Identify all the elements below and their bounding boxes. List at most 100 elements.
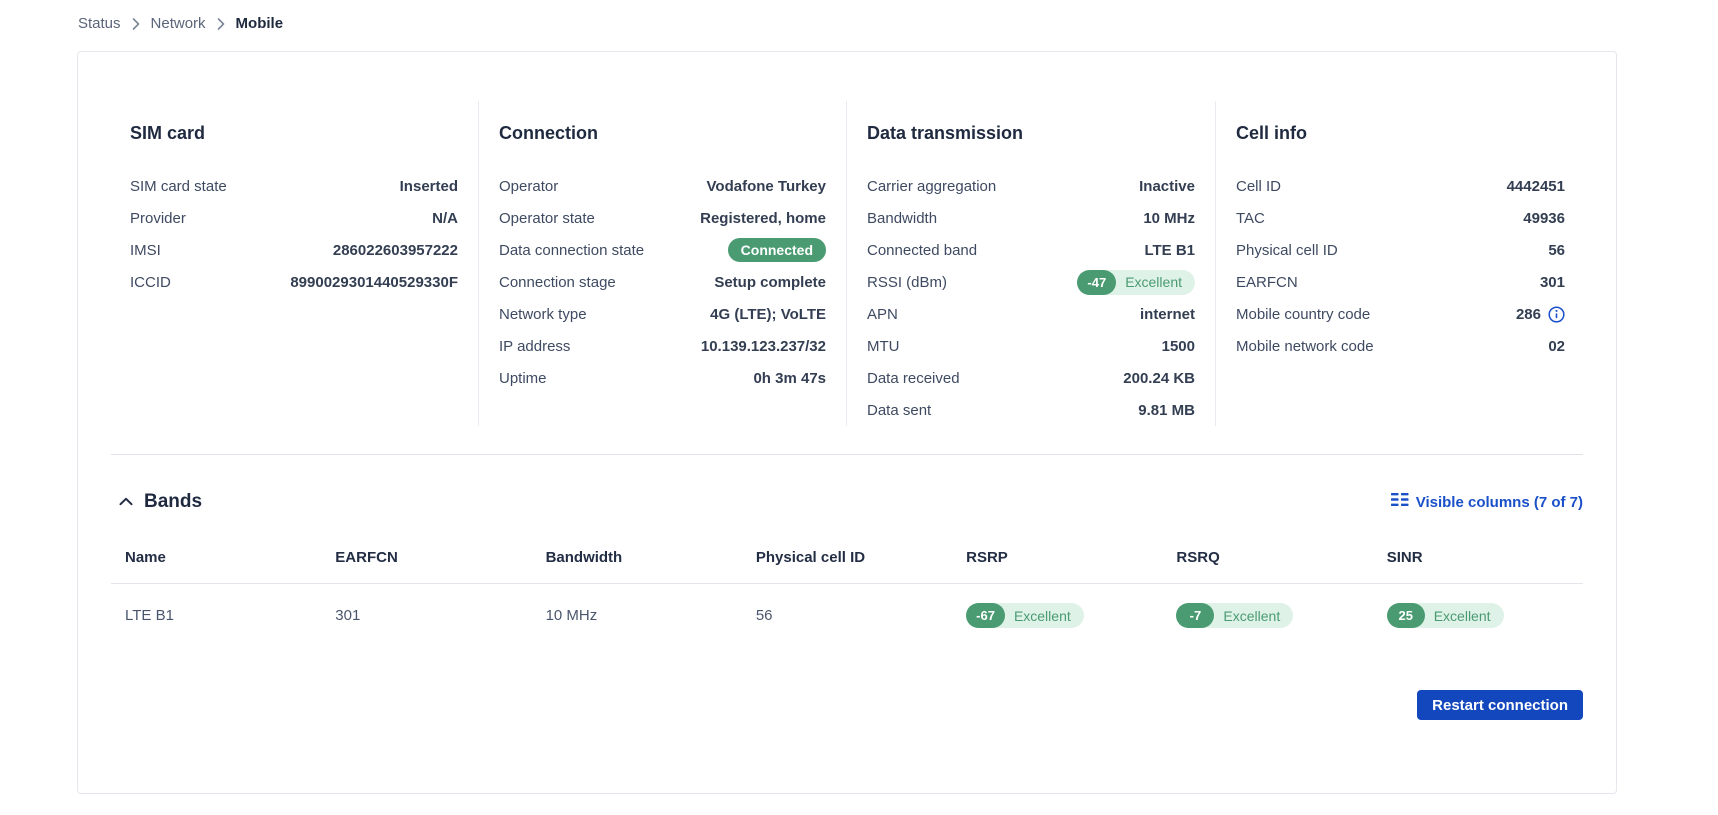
breadcrumb-status[interactable]: Status bbox=[78, 15, 121, 32]
info-row: Mobile network code 02 bbox=[1236, 330, 1565, 362]
bands-header: Bands Visible columns (7 of 7) bbox=[119, 491, 1583, 513]
info-row: Network type 4G (LTE); VoLTE bbox=[499, 298, 826, 330]
info-row: Data connection state Connected bbox=[499, 234, 826, 266]
panel-sim-card: SIM card SIM card state Inserted Provide… bbox=[78, 101, 479, 426]
info-value: 286 bbox=[1515, 305, 1541, 323]
info-value: 49936 bbox=[1523, 209, 1565, 227]
info-value: Registered, home bbox=[700, 209, 826, 227]
cell-rsrq: -7 Excellent bbox=[1162, 603, 1372, 628]
bands-table-header: Name EARFCN Bandwidth Physical cell ID R… bbox=[111, 549, 1583, 584]
bands-title: Bands bbox=[144, 491, 203, 512]
sinr-signal-badge: 25 Excellent bbox=[1386, 603, 1504, 628]
info-label: Physical cell ID bbox=[1236, 241, 1338, 259]
cell-rsrp: -67 Excellent bbox=[952, 603, 1162, 628]
info-row: MTU 1500 bbox=[867, 330, 1195, 362]
info-value: 4G (LTE); VoLTE bbox=[710, 305, 826, 323]
info-row: IMSI 286022603957222 bbox=[130, 234, 458, 266]
info-label: Operator state bbox=[499, 209, 595, 227]
info-label: Connected band bbox=[867, 241, 978, 259]
info-label: IMSI bbox=[130, 241, 161, 259]
info-label: Network type bbox=[499, 305, 587, 323]
info-row: Data sent 9.81 MB bbox=[867, 394, 1195, 426]
info-value: 286022603957222 bbox=[332, 241, 458, 259]
info-row: Connection stage Setup complete bbox=[499, 266, 826, 298]
breadcrumb-network[interactable]: Network bbox=[150, 15, 206, 32]
column-header-rsrp: RSRP bbox=[966, 549, 1008, 566]
info-label: MTU bbox=[867, 337, 900, 355]
panel-title: Connection bbox=[499, 123, 598, 143]
info-row: Operator Vodafone Turkey bbox=[499, 170, 826, 202]
info-value: 4442451 bbox=[1506, 177, 1565, 195]
info-value: Vodafone Turkey bbox=[706, 177, 826, 195]
info-value: 0h 3m 47s bbox=[753, 369, 826, 387]
info-label: Carrier aggregation bbox=[867, 177, 997, 195]
info-value: 10 MHz bbox=[1143, 209, 1195, 227]
info-row: Bandwidth 10 MHz bbox=[867, 202, 1195, 234]
chevron-right-icon bbox=[217, 17, 225, 30]
sinr-value: 25 bbox=[1386, 603, 1425, 628]
info-row: RSSI (dBm) -47 Excellent bbox=[867, 266, 1195, 298]
info-label: Operator bbox=[499, 177, 559, 195]
info-label: Bandwidth bbox=[867, 209, 938, 227]
cell-physical-cell-id: 56 bbox=[755, 607, 773, 624]
info-value: internet bbox=[1139, 305, 1195, 323]
info-value: Inactive bbox=[1139, 177, 1195, 195]
info-row: IP address 10.139.123.237/32 bbox=[499, 330, 826, 362]
columns-list-icon bbox=[1390, 493, 1409, 511]
column-header-sinr: SINR bbox=[1386, 549, 1423, 566]
info-value: 02 bbox=[1548, 337, 1565, 355]
info-row: ICCID 8990029301440529330F bbox=[130, 266, 458, 298]
bands-collapse-toggle[interactable]: Bands bbox=[119, 491, 202, 513]
rsrp-value: -67 bbox=[966, 603, 1005, 628]
info-row: Physical cell ID 56 bbox=[1236, 234, 1565, 266]
info-row: Mobile country code 286 bbox=[1236, 298, 1565, 330]
info-value: 9.81 MB bbox=[1138, 401, 1195, 419]
chevron-up-icon bbox=[119, 493, 133, 511]
info-row: Cell ID 4442451 bbox=[1236, 170, 1565, 202]
bands-table: Name EARFCN Bandwidth Physical cell ID R… bbox=[111, 549, 1583, 628]
info-value: N/A bbox=[432, 209, 458, 227]
panel-title: Cell info bbox=[1236, 123, 1307, 143]
rsrq-quality: Excellent bbox=[1223, 607, 1281, 624]
info-label: IP address bbox=[499, 337, 571, 355]
mobile-status-card: SIM card SIM card state Inserted Provide… bbox=[77, 51, 1617, 794]
breadcrumb-mobile: Mobile bbox=[235, 15, 284, 32]
rsrq-value: -7 bbox=[1176, 603, 1215, 628]
info-row: Uptime 0h 3m 47s bbox=[499, 362, 826, 394]
visible-columns-button[interactable]: Visible columns (7 of 7) bbox=[1390, 493, 1583, 511]
rssi-signal-badge: -47 Excellent bbox=[1077, 269, 1195, 295]
info-row: Carrier aggregation Inactive bbox=[867, 170, 1195, 202]
info-label: Connection stage bbox=[499, 273, 616, 291]
panel-title: Data transmission bbox=[867, 123, 1024, 143]
info-row: Provider N/A bbox=[130, 202, 458, 234]
info-value: 10.139.123.237/32 bbox=[700, 337, 826, 355]
info-label: Data sent bbox=[867, 401, 932, 419]
info-label: ICCID bbox=[130, 273, 171, 291]
restart-connection-button[interactable]: Restart connection bbox=[1417, 690, 1583, 720]
cell-name: LTE B1 bbox=[125, 607, 174, 624]
panel-data-transmission: Data transmission Carrier aggregation In… bbox=[847, 101, 1216, 426]
column-header-bandwidth: Bandwidth bbox=[545, 549, 623, 566]
column-header-earfcn: EARFCN bbox=[335, 549, 398, 566]
column-header-physical-cell-id: Physical cell ID bbox=[755, 549, 866, 566]
info-value: 1500 bbox=[1161, 337, 1195, 355]
info-value: LTE B1 bbox=[1144, 241, 1195, 259]
info-row: Connected band LTE B1 bbox=[867, 234, 1195, 266]
info-row: APN internet bbox=[867, 298, 1195, 330]
sinr-quality: Excellent bbox=[1433, 607, 1491, 624]
info-label: Mobile network code bbox=[1236, 337, 1374, 355]
column-header-rsrq: RSRQ bbox=[1176, 549, 1220, 566]
info-label: Mobile country code bbox=[1236, 305, 1371, 323]
panel-connection: Connection Operator Vodafone Turkey Oper… bbox=[479, 101, 847, 426]
rssi-value: -47 bbox=[1077, 269, 1117, 295]
column-header-name: Name bbox=[125, 549, 166, 566]
table-row: LTE B1 301 10 MHz 56 -67 Excellent -7 Ex… bbox=[111, 584, 1583, 628]
info-label: Data connection state bbox=[499, 241, 645, 259]
cell-bandwidth: 10 MHz bbox=[545, 607, 598, 624]
panel-title: SIM card bbox=[130, 123, 206, 143]
rssi-quality: Excellent bbox=[1125, 274, 1182, 290]
section-divider bbox=[111, 454, 1583, 455]
info-circle-icon[interactable] bbox=[1548, 305, 1565, 323]
info-value: 56 bbox=[1548, 241, 1565, 259]
rsrp-signal-badge: -67 Excellent bbox=[966, 603, 1084, 628]
